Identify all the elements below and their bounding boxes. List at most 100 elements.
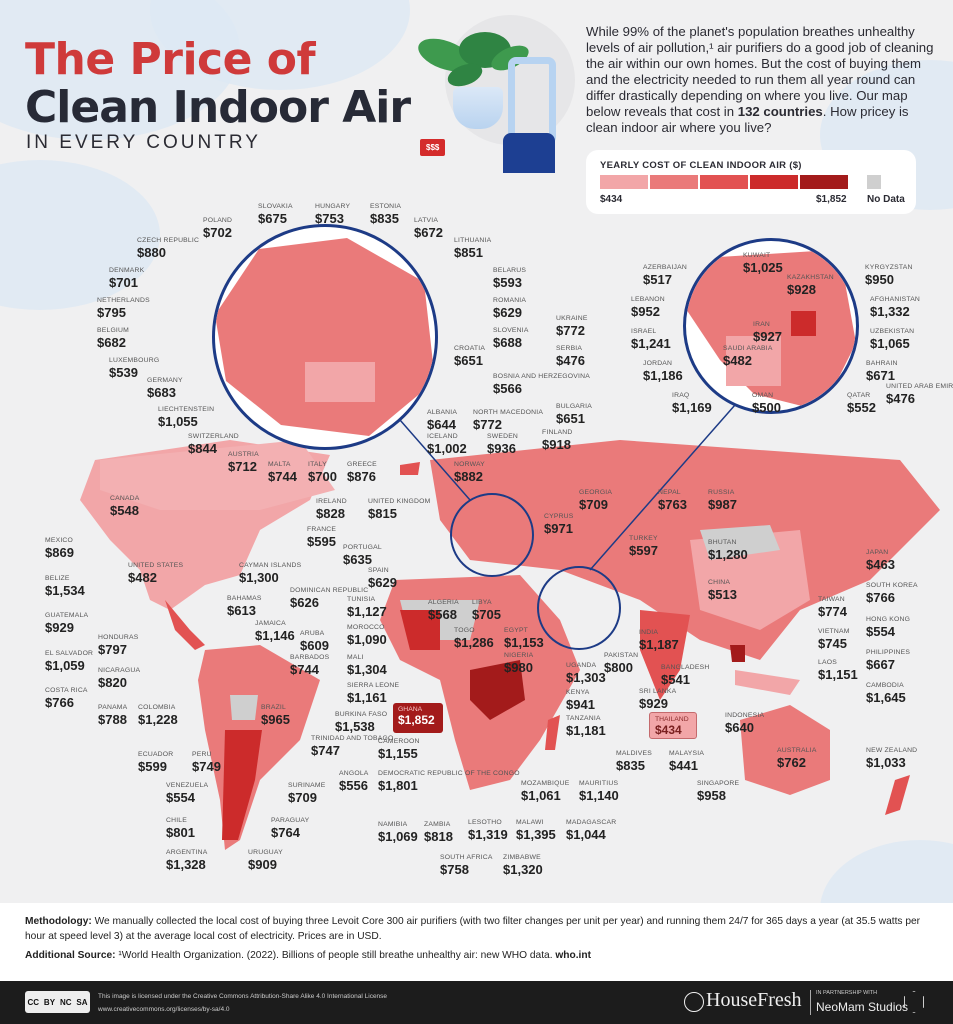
country-label: PAKISTAN $800 bbox=[604, 652, 638, 674]
country-value: $599 bbox=[138, 758, 167, 774]
country-name: LESOTHO bbox=[468, 819, 502, 826]
country-name: BHUTAN bbox=[708, 539, 737, 546]
country-label: NIGERIA $980 bbox=[504, 652, 533, 675]
country-value: $764 bbox=[271, 824, 300, 840]
country-label: MAURITIUS $1,140 bbox=[579, 780, 619, 802]
source-link[interactable]: who.int bbox=[555, 950, 592, 961]
country-value: $1,304 bbox=[347, 661, 387, 677]
country-name: AUSTRIA bbox=[228, 451, 259, 458]
country-name: NETHERLANDS bbox=[97, 297, 150, 304]
country-label: FINLAND $918 bbox=[542, 429, 572, 452]
country-name: UNITED KINGDOM bbox=[368, 498, 431, 505]
country-value: $635 bbox=[343, 551, 372, 567]
plant-pot bbox=[453, 87, 503, 129]
country-name: NAMIBIA bbox=[378, 821, 408, 828]
country-name: PANAMA bbox=[98, 704, 128, 711]
country-name: JAMAICA bbox=[255, 620, 286, 627]
country-name: RUSSIA bbox=[708, 489, 735, 496]
country-value: $763 bbox=[658, 496, 687, 512]
country-name: ALGERIA bbox=[428, 599, 459, 606]
country-name: PORTUGAL bbox=[343, 544, 382, 551]
land-indonesia bbox=[735, 670, 800, 695]
country-label: VENEZUELA $554 bbox=[166, 782, 208, 804]
ghana-name: GHANA bbox=[398, 706, 423, 713]
license-link[interactable]: www.creativecommons.org/licenses/by-sa/4… bbox=[98, 1006, 230, 1013]
country-value: $597 bbox=[629, 542, 658, 558]
country-value: $1,169 bbox=[672, 399, 712, 415]
country-label: NEPAL $763 bbox=[658, 489, 687, 512]
country-label: SLOVAKIA $675 bbox=[258, 203, 293, 225]
country-value: $541 bbox=[661, 671, 690, 687]
country-value: $709 bbox=[579, 496, 608, 512]
country-name: ECUADOR bbox=[138, 751, 174, 758]
country-name: CZECH REPUBLIC bbox=[137, 237, 200, 244]
country-label: LESOTHO $1,319 bbox=[468, 819, 508, 841]
country-label: FRANCE $595 bbox=[307, 526, 336, 548]
nc-icon: NC bbox=[59, 997, 72, 1007]
country-label: KYRGYZSTAN $950 bbox=[865, 264, 913, 286]
country-label: EL SALVADOR $1,059 bbox=[45, 650, 94, 672]
country-label: KENYA $941 bbox=[566, 689, 595, 711]
country-value: $1,069 bbox=[378, 828, 418, 844]
country-label: ICELAND $1,002 bbox=[427, 433, 467, 455]
country-name: TRINIDAD AND TOBAGO bbox=[311, 735, 394, 742]
country-value: $513 bbox=[708, 586, 737, 602]
country-value: $671 bbox=[866, 367, 895, 383]
country-value: $1,303 bbox=[566, 669, 606, 685]
country-value: $952 bbox=[631, 303, 660, 319]
country-value: $844 bbox=[188, 440, 217, 456]
country-label: GREECE $876 bbox=[347, 461, 377, 483]
land-india bbox=[640, 610, 690, 700]
country-value: $795 bbox=[97, 304, 126, 320]
country-value: $626 bbox=[290, 594, 319, 610]
country-label: SWEDEN $936 bbox=[487, 433, 518, 455]
creative-commons-badge-icon[interactable]: CC BY NC SA bbox=[25, 991, 90, 1013]
country-label: SURINAME $709 bbox=[288, 782, 325, 805]
country-name: KYRGYZSTAN bbox=[865, 264, 913, 271]
methodology-label: Methodology: bbox=[25, 916, 92, 927]
country-value: $476 bbox=[556, 352, 585, 368]
country-name: BARBADOS bbox=[290, 654, 330, 661]
europe-zoom-lens bbox=[212, 224, 438, 450]
country-value: $797 bbox=[98, 641, 127, 657]
intro-text-end: . How pricey is clean indoor air where y… bbox=[586, 104, 909, 135]
country-label: GUATEMALA $929 bbox=[45, 612, 88, 634]
country-label: SOUTH AFRICA $758 bbox=[440, 854, 493, 876]
color-legend: YEARLY COST OF CLEAN INDOOR AIR ($) $434… bbox=[586, 150, 916, 214]
country-value: $909 bbox=[248, 856, 277, 872]
country-name: TUNISIA bbox=[347, 596, 376, 603]
country-name: CANADA bbox=[110, 495, 140, 502]
country-value: $788 bbox=[98, 711, 127, 727]
country-name: MADAGASCAR bbox=[566, 819, 617, 826]
ghana-value: $1,852 bbox=[398, 713, 435, 727]
country-value: $828 bbox=[316, 505, 345, 521]
country-name: CYPRUS bbox=[544, 513, 574, 520]
country-label: BARBADOS $744 bbox=[290, 654, 330, 676]
country-label: UNITED STATES $482 bbox=[128, 562, 183, 584]
country-value: $918 bbox=[542, 436, 571, 452]
legend-swatch-no-data bbox=[867, 175, 881, 189]
country-name: ALBANIA bbox=[427, 409, 458, 416]
country-value: $745 bbox=[818, 635, 847, 651]
country-label: LAOS $1,151 bbox=[818, 659, 858, 681]
country-label: INDIA $1,187 bbox=[639, 629, 679, 651]
country-name: MOROCCO bbox=[347, 624, 385, 631]
country-value: $1,801 bbox=[378, 777, 418, 793]
country-label: SLOVENIA $688 bbox=[493, 327, 529, 349]
country-name: BELIZE bbox=[45, 575, 70, 582]
legend-max: $1,852 bbox=[816, 194, 847, 205]
country-value: $980 bbox=[504, 659, 533, 675]
country-name: PERU bbox=[192, 751, 212, 758]
country-name: ISRAEL bbox=[631, 328, 657, 335]
country-value: $747 bbox=[311, 742, 340, 758]
country-name: SPAIN bbox=[368, 567, 389, 574]
country-name: LAOS bbox=[818, 659, 837, 666]
country-label: URUGUAY $909 bbox=[248, 849, 283, 872]
country-value: $709 bbox=[288, 789, 317, 805]
country-name: ARGENTINA bbox=[166, 849, 208, 856]
country-label: BAHAMAS $613 bbox=[227, 595, 262, 617]
country-label: BRAZIL $965 bbox=[261, 704, 290, 726]
country-name: EL SALVADOR bbox=[45, 650, 94, 657]
country-label: JORDAN $1,186 bbox=[643, 360, 683, 382]
partner-name: NeoMam Studios bbox=[816, 1000, 909, 1014]
